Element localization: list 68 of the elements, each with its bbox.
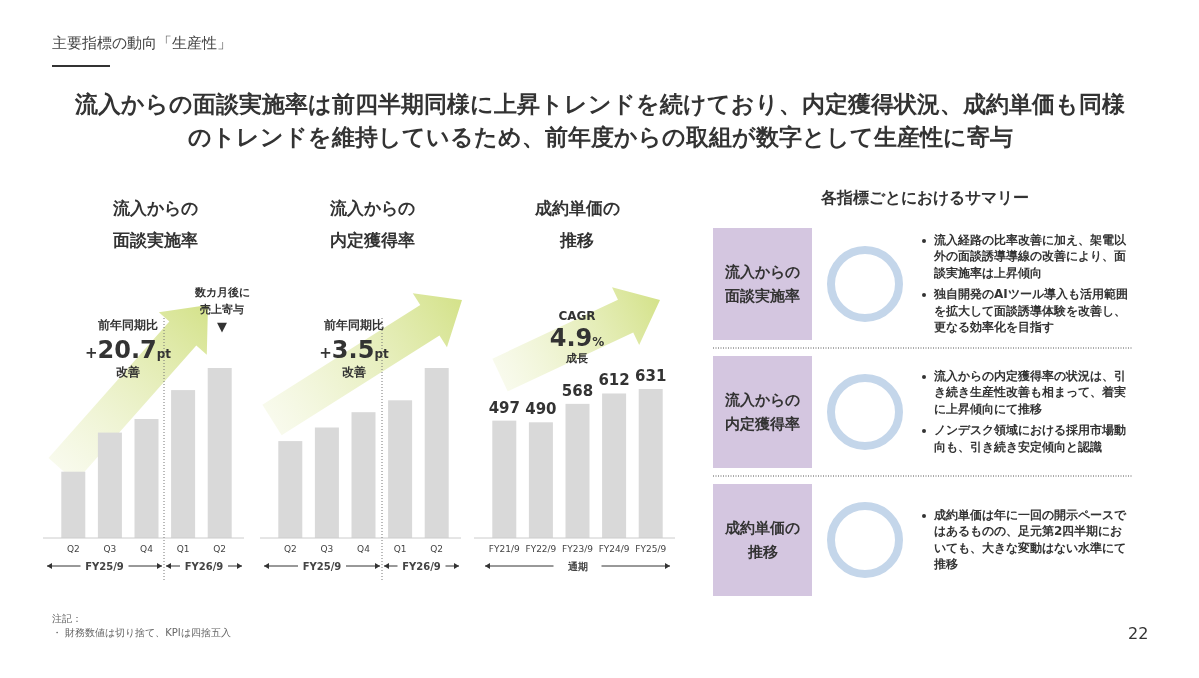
bar bbox=[602, 393, 627, 538]
bar bbox=[314, 427, 339, 538]
x-tick-label: FY25/9 bbox=[635, 544, 667, 554]
x-tick-label: Q4 bbox=[140, 544, 154, 554]
bar bbox=[492, 420, 517, 538]
category-label: 成約単価の推移 bbox=[724, 518, 801, 563]
annotation: 改善 bbox=[342, 365, 366, 379]
bar bbox=[424, 368, 449, 538]
bar bbox=[61, 471, 86, 538]
text: FY25/9 bbox=[302, 560, 342, 572]
x-tick-label: FY21/9 bbox=[488, 544, 521, 554]
text: 数カ月後に bbox=[193, 286, 250, 299]
text: FY26/9 bbox=[402, 560, 441, 572]
x-tick-label: Q4 bbox=[357, 544, 371, 554]
data-label: 631 bbox=[635, 367, 667, 385]
data-label: 497 bbox=[488, 398, 520, 417]
text: 流入からの内定獲得率の状況は、引き続き生産性改善も相まって、着実に上昇傾向にて推移 bbox=[934, 368, 1126, 416]
chart-title: 流入からの内定獲得率 bbox=[328, 197, 416, 252]
text: 前年同期比 bbox=[97, 318, 158, 332]
bar bbox=[528, 422, 553, 538]
x-tick-label: Q2 bbox=[213, 544, 227, 554]
text: CAGR bbox=[558, 309, 596, 323]
text: ・ 財務数値は切り捨て、KPIは四捨五入 bbox=[52, 626, 231, 640]
text: ▼ bbox=[217, 319, 227, 334]
bar bbox=[278, 441, 303, 538]
text: 流入経路の比率改善に加え、架電以外の面談誘導導線の改善により、面談実施率は上昇傾向 bbox=[934, 232, 1126, 280]
category-label: 流入からの面談実施率 bbox=[724, 262, 801, 307]
text: 通期 bbox=[566, 560, 588, 572]
chart-title: 流入からの面談実施率 bbox=[111, 197, 199, 252]
text: +3.5pt bbox=[319, 336, 389, 364]
bar bbox=[351, 412, 376, 538]
text: 成約単価は年に一回の開示ペースではあるものの、足元第2四半期においても、大きな変動はない水準にて推移 bbox=[934, 507, 1126, 571]
chart-title: 成約単価の推移 bbox=[533, 197, 621, 252]
category-label: 流入からの内定獲得率 bbox=[724, 390, 801, 435]
x-tick-label: FY22/9 bbox=[525, 544, 557, 554]
text: 22 bbox=[1128, 624, 1149, 643]
x-tick-label: FY23/9 bbox=[562, 544, 594, 554]
text: FY26/9 bbox=[184, 560, 224, 572]
x-tick-label: Q3 bbox=[103, 544, 117, 554]
bar bbox=[171, 390, 196, 538]
text: 前年同期比 bbox=[323, 318, 384, 332]
text: 成長 bbox=[565, 352, 588, 365]
data-label: 490 bbox=[525, 400, 557, 419]
text: 4.9% bbox=[549, 324, 605, 352]
data-label: 568 bbox=[561, 381, 594, 400]
x-tick-label: Q2 bbox=[66, 544, 80, 554]
bar bbox=[207, 368, 232, 538]
text: 主要指標の動向「生産性」 bbox=[52, 34, 232, 53]
text: 流入からの面談実施率は前四半期同様に上昇トレンドを続けており、内定獲得状況、成約単価も同様のトレンドを維持しているため、前年度からの取組が数字として生産性に寄与 bbox=[74, 90, 1126, 152]
bar bbox=[97, 432, 122, 538]
x-tick-label: Q1 bbox=[393, 544, 407, 554]
bar bbox=[638, 389, 663, 538]
text: +20.7pt bbox=[84, 336, 172, 364]
text: 各指標ごとにおけるサマリー bbox=[820, 188, 1030, 209]
text: 注記： bbox=[52, 612, 82, 626]
x-tick-label: Q3 bbox=[320, 544, 334, 554]
text: ノンデスク領域における採用市場動向も、引き続き安定傾向と認識 bbox=[934, 423, 1126, 454]
bar bbox=[565, 403, 590, 538]
x-tick-label: Q1 bbox=[176, 544, 190, 554]
bar bbox=[134, 419, 159, 538]
x-tick-label: FY24/9 bbox=[598, 544, 630, 554]
text: 独自開発のAIツール導入も活用範囲を拡大して面談誘導体験を改善し、更なる効率化を目指す bbox=[934, 287, 1128, 334]
data-label: 612 bbox=[598, 371, 630, 390]
x-tick-label: Q2 bbox=[283, 544, 297, 554]
text: FY25/9 bbox=[85, 560, 124, 572]
bar bbox=[388, 400, 413, 538]
annotation: 改善 bbox=[116, 365, 140, 379]
x-tick-label: Q2 bbox=[430, 544, 444, 554]
